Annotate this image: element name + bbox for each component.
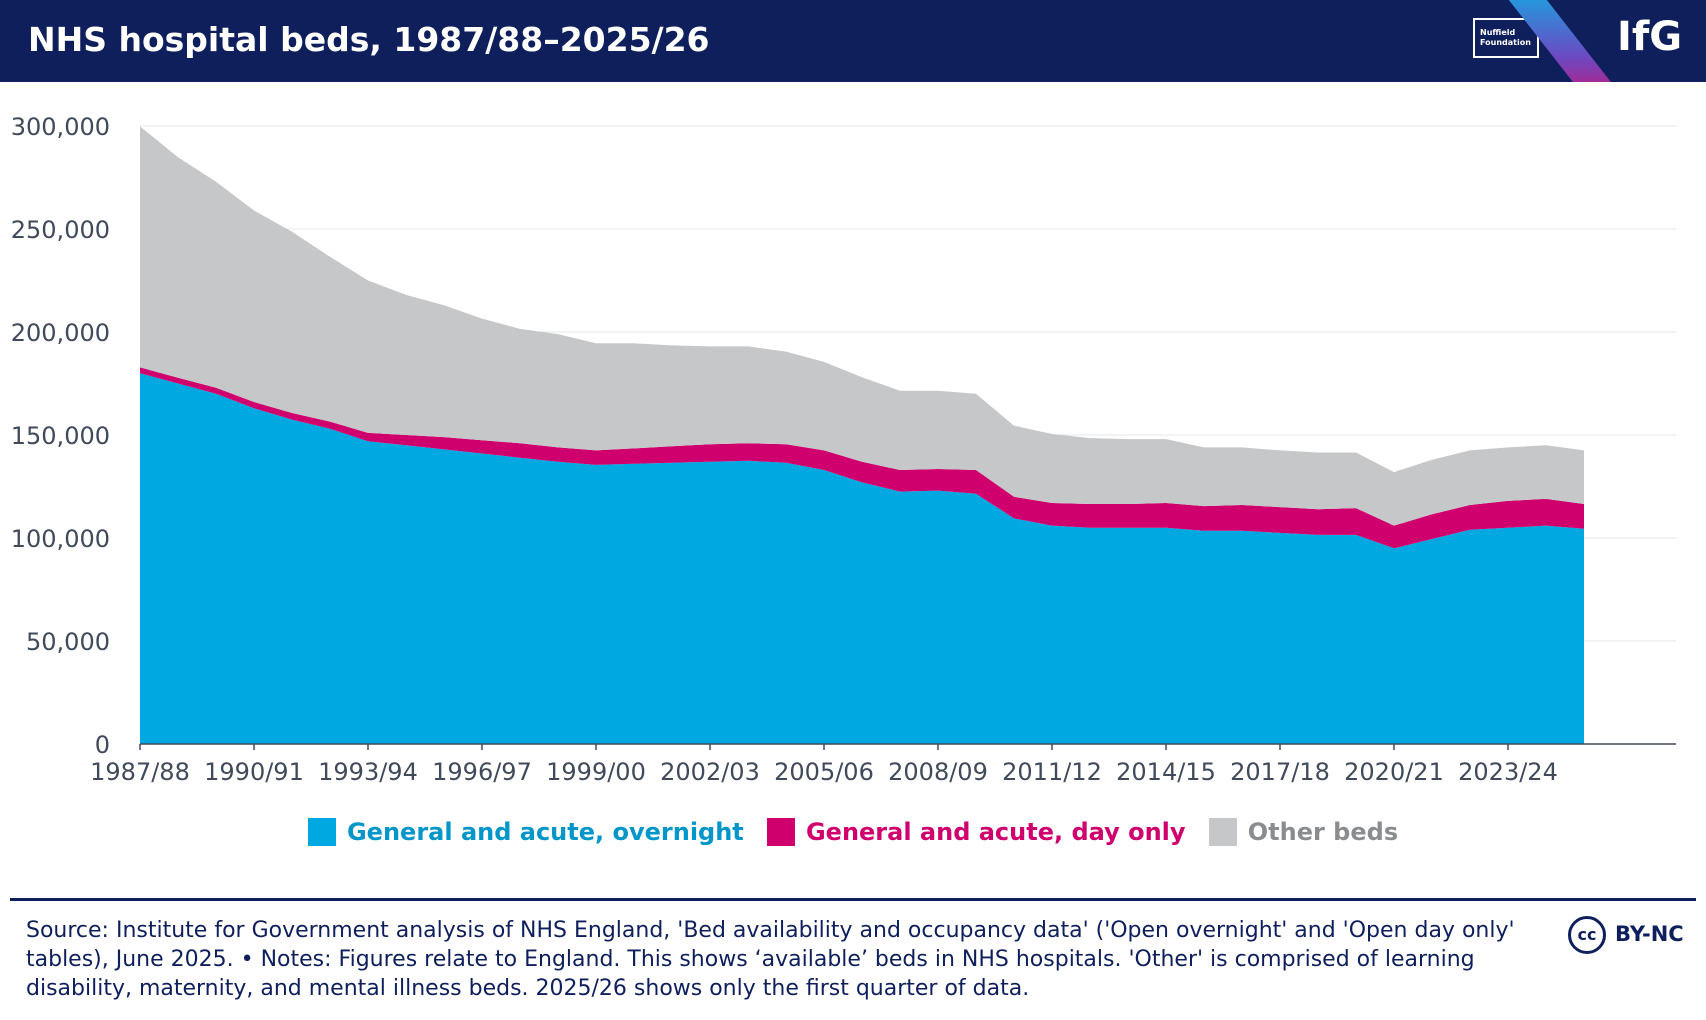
x-tick-label: 1999/00	[546, 758, 646, 786]
legend-item-other: Other beds	[1208, 818, 1399, 846]
x-tick-label: 1987/88	[90, 758, 190, 786]
legend-swatch-overnight	[307, 818, 336, 846]
x-tick-label: 1996/97	[432, 758, 532, 786]
legend-label-overnight: General and acute, overnight	[346, 818, 744, 846]
area-series	[140, 126, 1584, 744]
legend-swatch-other	[1208, 818, 1237, 846]
nuffield-logo-line-2: Foundation	[1480, 38, 1531, 47]
area-general-and-acute-overnight	[140, 373, 1584, 744]
y-tick-label: 200,000	[11, 319, 110, 347]
x-tick-label: 2023/24	[1458, 758, 1558, 786]
x-tick-label: 1990/91	[204, 758, 304, 786]
x-tick-label: 2002/03	[660, 758, 760, 786]
x-tick-label: 2005/06	[774, 758, 874, 786]
ifg-logo: IfG	[1617, 14, 1683, 60]
legend-label-day-only: General and acute, day only	[805, 818, 1186, 846]
stacked-area-chart: 0 50,000 100,000 150,000 200,000 250,000 300,0…	[11, 113, 1676, 786]
y-tick-label: 250,000	[11, 216, 110, 244]
legend-label-other: Other beds	[1247, 818, 1399, 846]
nuffield-logo-line-1: Nuffield	[1480, 28, 1516, 37]
axes: 0 50,000 100,000 150,000 200,000 250,000 300,0…	[11, 113, 1676, 786]
legend-swatch-day-only	[766, 818, 795, 846]
x-tick-label: 2017/18	[1230, 758, 1330, 786]
y-tick-label: 100,000	[11, 525, 110, 553]
y-tick-label: 0	[95, 731, 110, 759]
chart-header: NHS hospital beds, 1987/88–2025/26 Nuffi…	[0, 0, 1706, 82]
y-tick-label: 50,000	[26, 628, 110, 656]
source-note: Source: Institute for Government analysi…	[26, 918, 1515, 1001]
x-tick-label: 2011/12	[1002, 758, 1102, 786]
chart-title: NHS hospital beds, 1987/88–2025/26	[28, 20, 710, 59]
y-tick-label: 300,000	[11, 113, 110, 141]
legend-item-overnight: General and acute, overnight	[307, 818, 744, 846]
area-other-beds	[140, 126, 1584, 526]
x-tick-label: 2008/09	[888, 758, 988, 786]
legend-item-day-only: General and acute, day only	[766, 818, 1186, 846]
area-general-and-acute-day-only	[140, 367, 1584, 549]
chart-legend: General and acute, overnight General and…	[0, 818, 1706, 846]
x-tick-label: 2014/15	[1116, 758, 1216, 786]
x-tick-label: 2020/21	[1344, 758, 1444, 786]
license-text: BY-NC	[1615, 922, 1684, 946]
creative-commons-icon: cc	[1568, 916, 1606, 954]
x-tick-label: 1993/94	[318, 758, 418, 786]
y-tick-label: 150,000	[11, 422, 110, 450]
footer-divider	[10, 898, 1696, 901]
